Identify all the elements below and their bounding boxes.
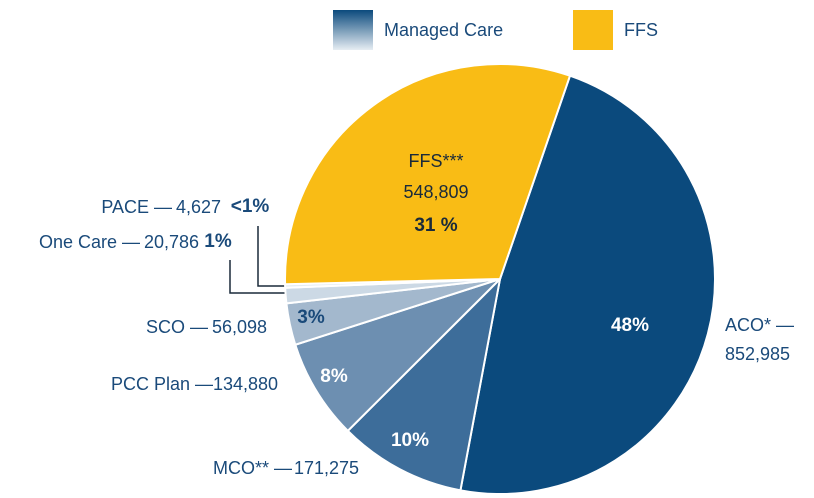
legend-swatch — [573, 10, 613, 50]
category-label: PCC Plan — — [111, 374, 213, 394]
category-label: MCO** — — [213, 458, 292, 478]
pie-slice — [284, 63, 572, 286]
legend-label: FFS — [624, 20, 658, 40]
pie-slice — [346, 276, 502, 492]
value-label: 56,098 — [212, 317, 267, 337]
leader-line — [229, 260, 286, 294]
value-label: 852,985 — [725, 344, 790, 364]
pie-slice — [294, 278, 501, 433]
pie-slice — [459, 74, 716, 495]
value-label: 20,786 — [144, 232, 199, 252]
percent-label: 31 % — [414, 215, 457, 236]
percent-label: 10% — [391, 430, 429, 451]
category-label: FFS*** — [408, 151, 463, 171]
legend-label: Managed Care — [384, 20, 503, 40]
percent-label: 1% — [204, 231, 232, 252]
percent-label: <1% — [231, 196, 270, 217]
category-label: SCO — — [146, 317, 208, 337]
value-label: 134,880 — [213, 374, 278, 394]
legend: Managed Care FFS — [333, 10, 658, 50]
value-label: 171,275 — [294, 458, 359, 478]
percent-label: 8% — [320, 366, 348, 387]
percent-label: 3% — [297, 307, 325, 328]
percent-label: 48% — [611, 315, 649, 336]
legend-swatch — [333, 10, 373, 50]
category-label: One Care — — [39, 232, 140, 252]
value-label: 548,809 — [403, 182, 468, 202]
category-label: ACO* — — [725, 315, 794, 335]
category-label: PACE — — [101, 197, 172, 217]
pie — [284, 63, 716, 495]
value-label: 4,627 — [176, 197, 221, 217]
leader-line — [257, 226, 286, 287]
